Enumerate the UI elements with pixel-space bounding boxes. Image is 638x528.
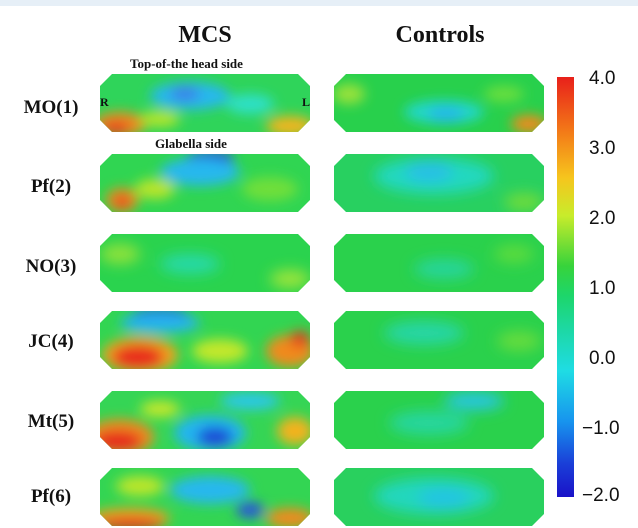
map-controls-no3 xyxy=(334,234,544,292)
row-label-jc4: JC(4) xyxy=(28,331,74,352)
colorbar-tick-2: 2.0 xyxy=(589,208,616,229)
row-label-pf2: Pf(2) xyxy=(30,176,72,197)
colorbar-tick-4: 4.0 xyxy=(589,68,616,89)
map-mcs-mo1 xyxy=(100,74,310,132)
map-mcs-pf6 xyxy=(100,468,310,526)
map-controls-mo1 xyxy=(334,74,544,132)
map-mcs-jc4 xyxy=(100,311,310,369)
colorbar-tick-3: 3.0 xyxy=(589,138,616,159)
map-controls-pf6 xyxy=(334,468,544,526)
glabella-label: Glabella side xyxy=(155,136,227,151)
row-label-mo1: MO(1) xyxy=(23,97,79,118)
row-label-mt5: Mt(5) xyxy=(27,411,75,432)
colorbar xyxy=(557,77,574,497)
colorbar-tick-0: 0.0 xyxy=(589,348,616,369)
map-controls-mt5 xyxy=(334,391,544,449)
column-title-mcs: MCS xyxy=(178,22,232,48)
row-label-pf6: Pf(6) xyxy=(30,486,72,507)
map-mcs-pf2 xyxy=(100,154,310,212)
left-side-label: L xyxy=(302,95,311,109)
map-mcs-no3 xyxy=(100,234,310,292)
colorbar-tick-1: 1.0 xyxy=(589,278,616,299)
right-side-label: R xyxy=(100,95,109,109)
map-controls-jc4 xyxy=(334,311,544,369)
colorbar-tick-minus1: −1.0 xyxy=(582,418,620,439)
map-controls-pf2 xyxy=(334,154,544,212)
top-band xyxy=(0,0,638,6)
colorbar-tick-minus2: −2.0 xyxy=(582,485,620,506)
map-mcs-mt5 xyxy=(100,391,310,449)
top-of-head-label: Top-of-the head side xyxy=(130,56,243,71)
row-label-no3: NO(3) xyxy=(25,256,77,277)
column-title-controls: Controls xyxy=(395,22,485,48)
